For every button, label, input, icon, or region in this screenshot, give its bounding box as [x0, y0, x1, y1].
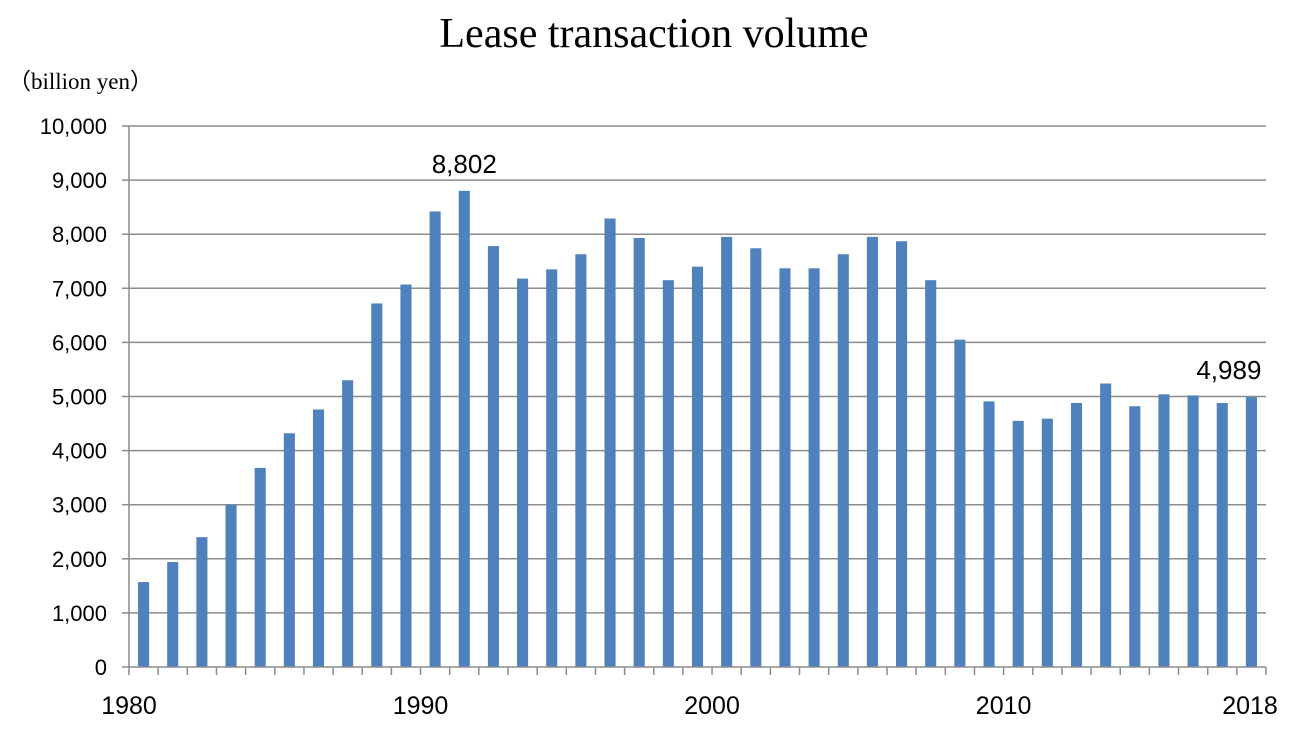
bar	[691, 266, 704, 667]
bar	[254, 467, 266, 667]
bar	[312, 409, 325, 667]
bar	[1187, 395, 1199, 667]
y-tick-label: 7,000	[52, 276, 107, 301]
bar	[167, 562, 179, 667]
bar	[750, 248, 762, 668]
y-tick-label: 4,000	[52, 439, 107, 464]
y-tick-label: 0	[95, 655, 107, 680]
bar	[866, 236, 878, 667]
bar	[1216, 402, 1228, 667]
bar	[196, 537, 208, 667]
x-tick-label: 2000	[684, 692, 740, 720]
x-tick-label: 2018	[1222, 692, 1278, 720]
bar	[1070, 402, 1083, 667]
y-tick-label: 6,000	[52, 330, 107, 355]
data-label: 8,802	[432, 149, 497, 179]
y-tick-label: 2,000	[52, 547, 107, 572]
bar	[429, 211, 441, 667]
y-tick-label: 9,000	[52, 168, 107, 193]
bar	[138, 582, 150, 667]
bar	[925, 280, 937, 667]
bar	[487, 246, 499, 668]
bar	[1100, 383, 1112, 667]
bar	[546, 269, 558, 667]
y-tick-label: 3,000	[52, 493, 107, 518]
bar	[1041, 418, 1053, 667]
bar	[983, 401, 995, 667]
bar	[575, 254, 587, 668]
unit-label: （billion yen）	[8, 69, 154, 94]
x-tick-label: 1990	[393, 692, 449, 720]
bar	[517, 278, 529, 667]
y-tick-label: 5,000	[52, 385, 107, 410]
bar	[1012, 420, 1024, 667]
x-tick-label: 2010	[976, 692, 1032, 720]
bar	[633, 237, 645, 667]
bar	[283, 433, 295, 667]
bar	[458, 190, 470, 667]
bar	[808, 268, 820, 667]
bar	[662, 280, 674, 667]
bar	[1245, 397, 1257, 667]
bar	[342, 380, 354, 667]
bar	[721, 236, 733, 667]
y-tick-label: 1,000	[52, 601, 107, 626]
bar	[1158, 394, 1170, 667]
bar	[371, 303, 383, 667]
bar	[954, 339, 966, 667]
bar	[837, 254, 849, 668]
y-tick-label: 10,000	[40, 114, 107, 139]
bar	[896, 241, 908, 667]
x-tick-label: 1980	[101, 692, 157, 720]
bar	[604, 218, 616, 668]
chart-title: Lease transaction volume	[439, 11, 869, 57]
bar	[1129, 406, 1141, 667]
bar	[779, 268, 791, 667]
y-tick-label: 8,000	[52, 222, 107, 247]
bar	[400, 284, 412, 667]
bar	[225, 504, 237, 667]
data-label: 4,989	[1196, 355, 1261, 385]
